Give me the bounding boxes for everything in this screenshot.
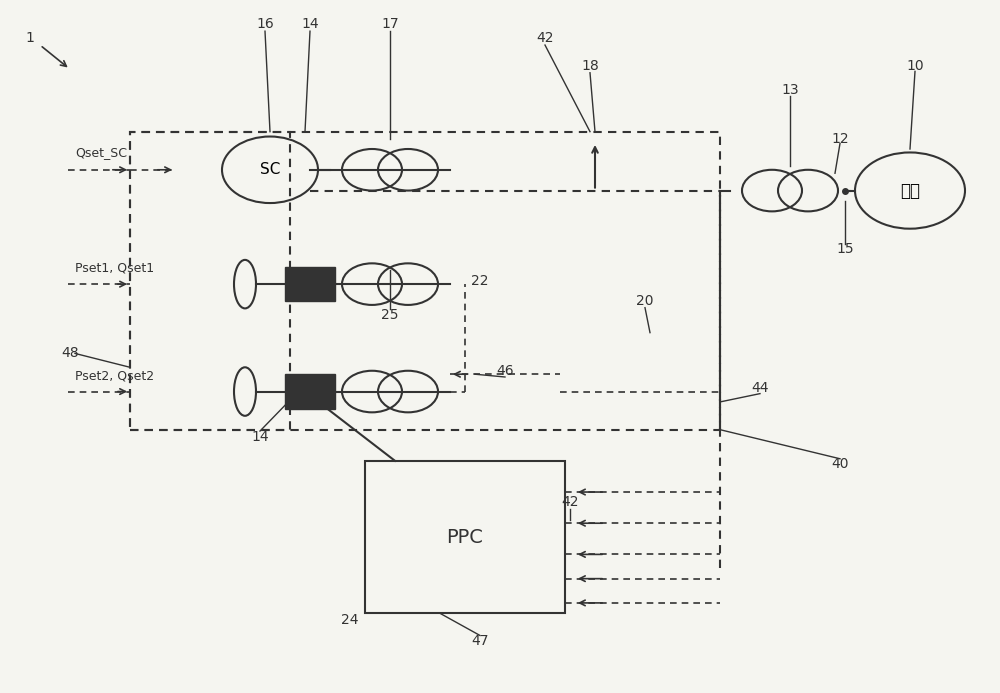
Text: 42: 42: [536, 31, 554, 45]
Text: 14: 14: [251, 430, 269, 444]
Text: 18: 18: [581, 59, 599, 73]
Text: Pset1, Qset1: Pset1, Qset1: [75, 262, 154, 274]
Text: 15: 15: [836, 243, 854, 256]
Text: 10: 10: [906, 59, 924, 73]
Text: 42: 42: [561, 495, 579, 509]
Text: 16: 16: [256, 17, 274, 31]
Text: 44: 44: [751, 381, 769, 395]
Bar: [285, 267, 335, 301]
Text: 48: 48: [61, 346, 79, 360]
Text: 13: 13: [781, 83, 799, 97]
Text: 47: 47: [471, 634, 489, 648]
Text: 22: 22: [471, 274, 489, 288]
Text: 20: 20: [636, 295, 654, 308]
Text: 12: 12: [831, 132, 849, 146]
Text: 14: 14: [301, 17, 319, 31]
Text: 25: 25: [381, 308, 399, 322]
Text: SC: SC: [260, 162, 280, 177]
Text: Qset_SC: Qset_SC: [75, 146, 127, 159]
Text: 1: 1: [26, 31, 34, 45]
Text: 24: 24: [341, 613, 359, 627]
Text: 17: 17: [381, 17, 399, 31]
Text: PPC: PPC: [447, 527, 483, 547]
Text: Pset2, Qset2: Pset2, Qset2: [75, 369, 154, 382]
Text: 电网: 电网: [900, 182, 920, 200]
Text: 46: 46: [496, 364, 514, 378]
Bar: [365, 461, 565, 613]
Bar: [285, 374, 335, 409]
Text: 40: 40: [831, 457, 849, 471]
